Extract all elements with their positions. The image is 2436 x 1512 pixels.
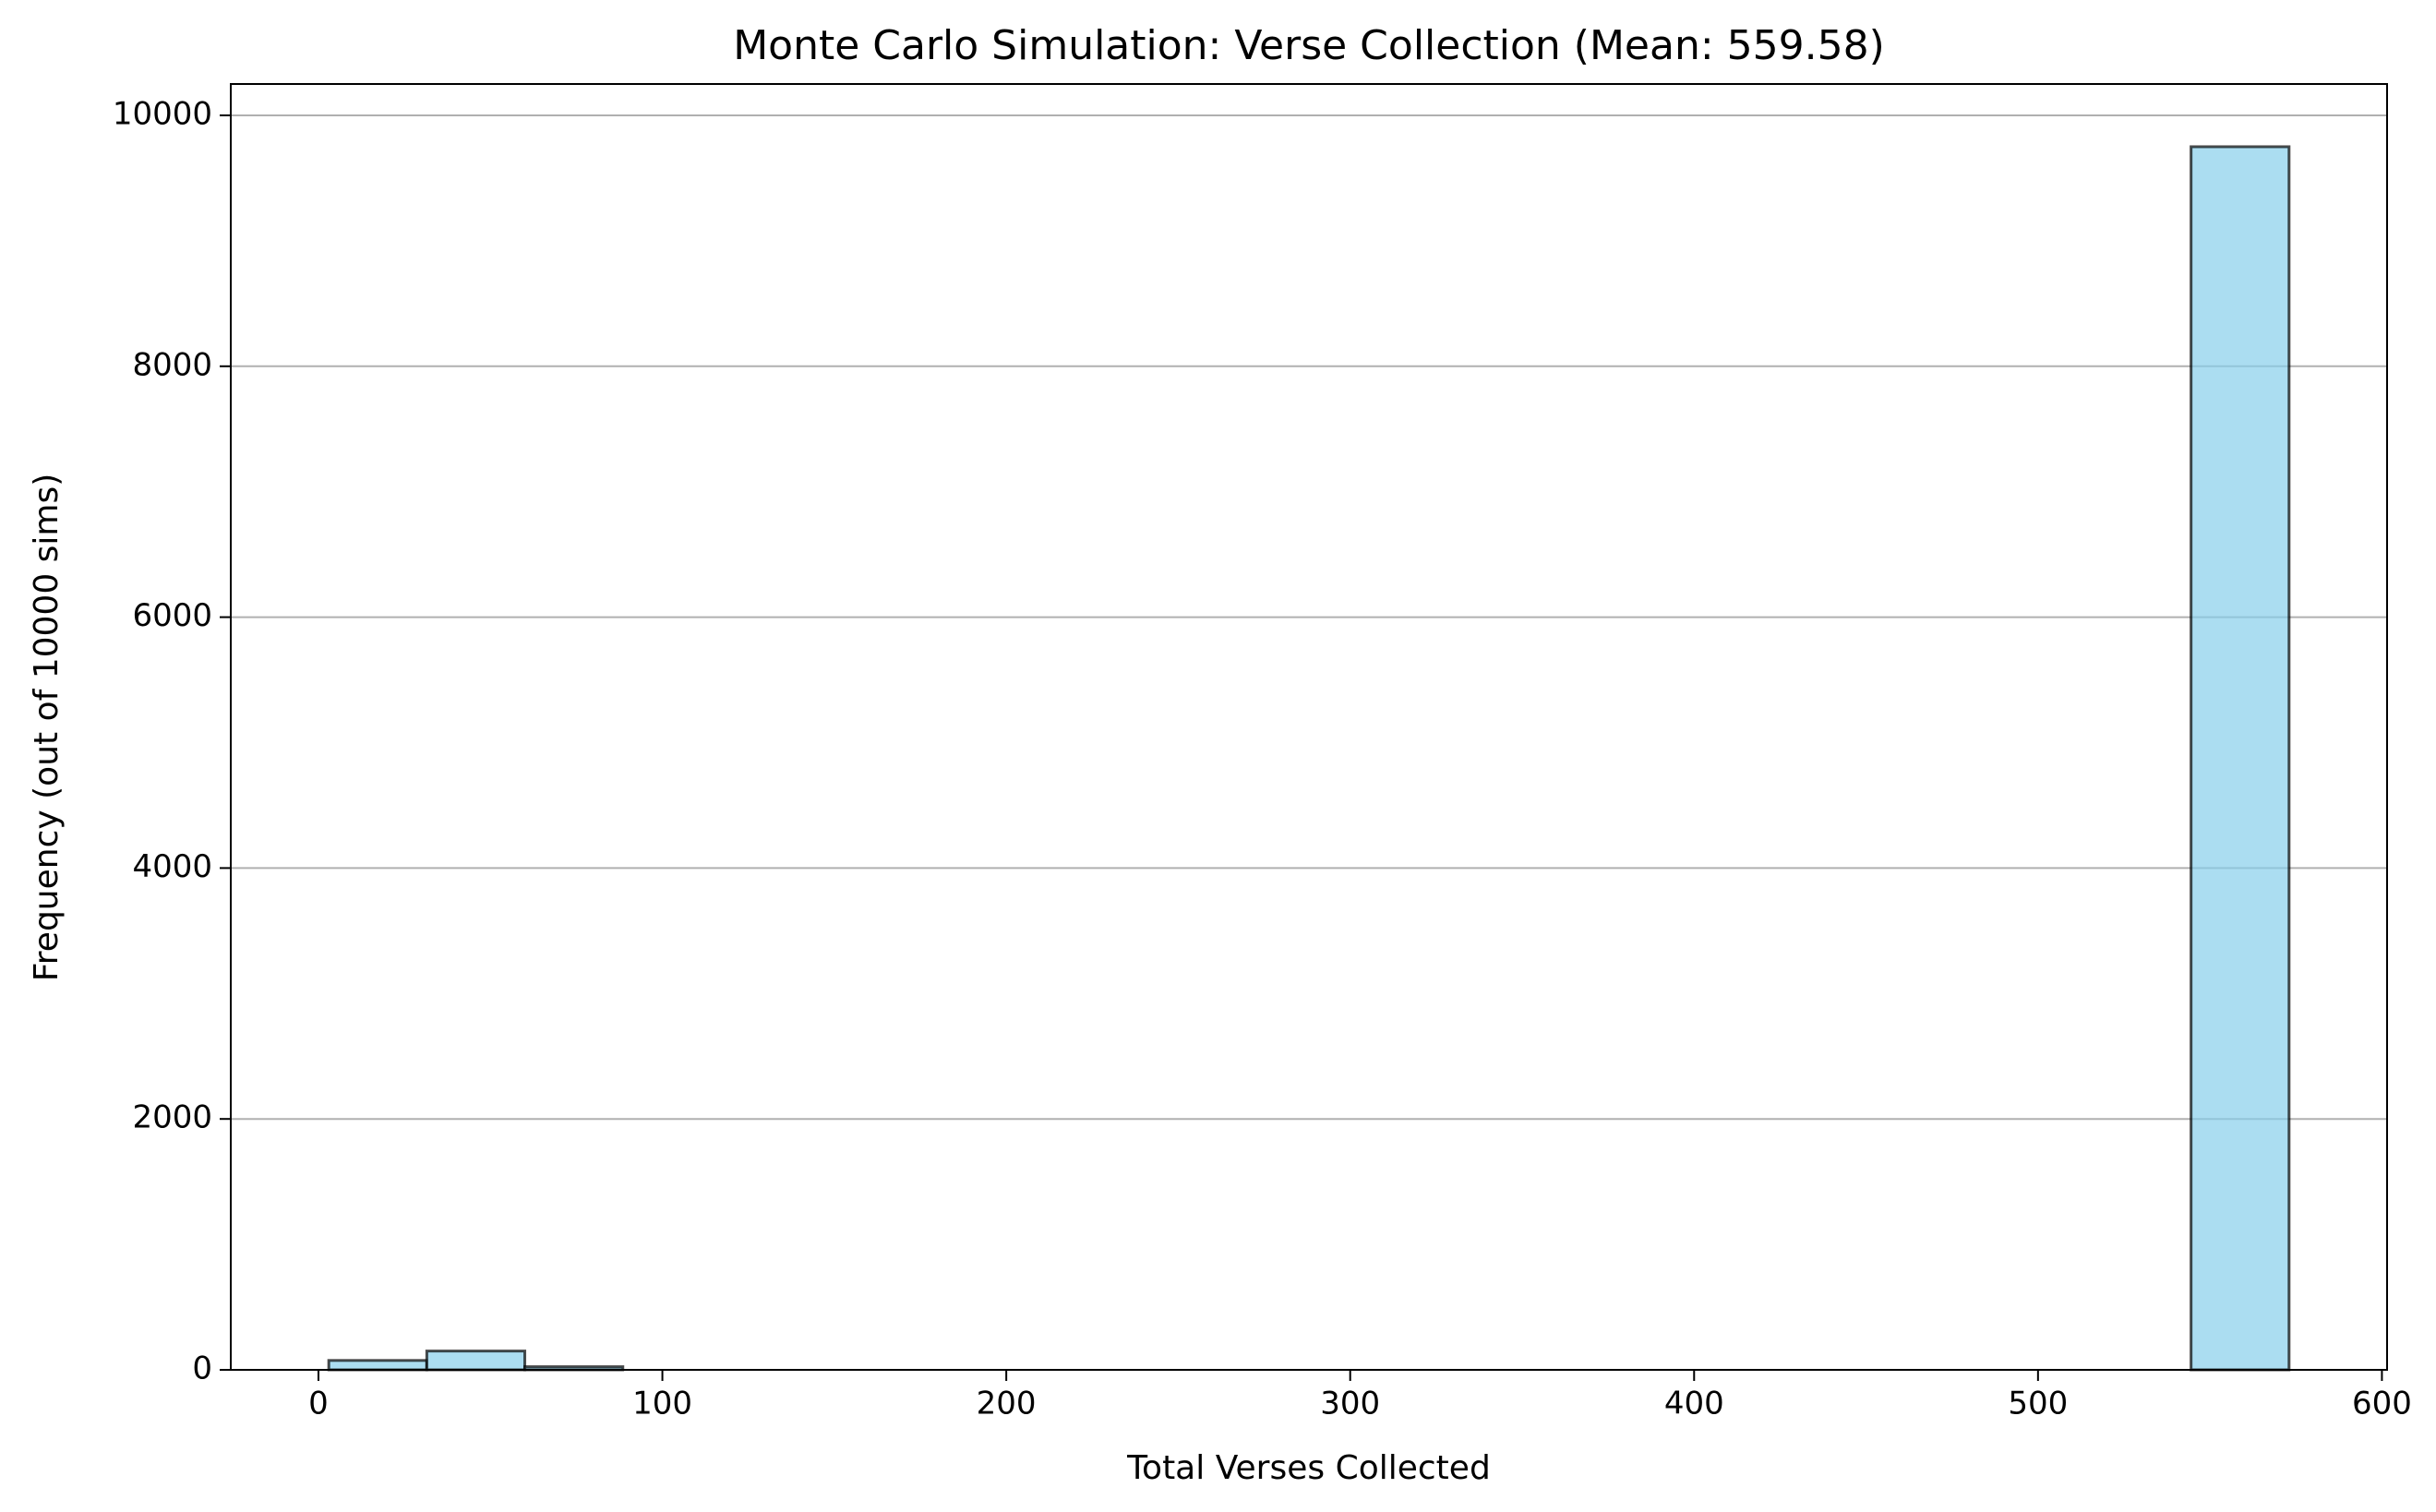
x-tick-label: 600: [2352, 1386, 2412, 1422]
y-tick-label: 2000: [132, 1099, 212, 1136]
y-tick-label: 10000: [113, 95, 212, 132]
y-axis-label: Frequency (out of 10000 sims): [28, 474, 66, 982]
y-tick-label: 8000: [132, 346, 212, 383]
x-tick-label: 500: [2008, 1386, 2068, 1422]
x-tick-label: 200: [977, 1386, 1037, 1422]
x-tick-label: 0: [308, 1386, 329, 1422]
bar: [327, 1359, 428, 1372]
x-tick-label: 100: [632, 1386, 692, 1422]
y-tick-label: 4000: [132, 848, 212, 885]
y-tick-label: 6000: [132, 597, 212, 634]
x-tick-label: 400: [1664, 1386, 1724, 1422]
plot-frame: [230, 83, 2388, 1371]
bar: [425, 1350, 527, 1372]
x-tick-label: 300: [1320, 1386, 1380, 1422]
bar: [2190, 145, 2291, 1372]
chart-title: Monte Carlo Simulation: Verse Collection…: [733, 22, 1885, 69]
y-tick-label: 0: [192, 1350, 212, 1387]
x-axis-label: Total Verses Collected: [1126, 1449, 1491, 1487]
